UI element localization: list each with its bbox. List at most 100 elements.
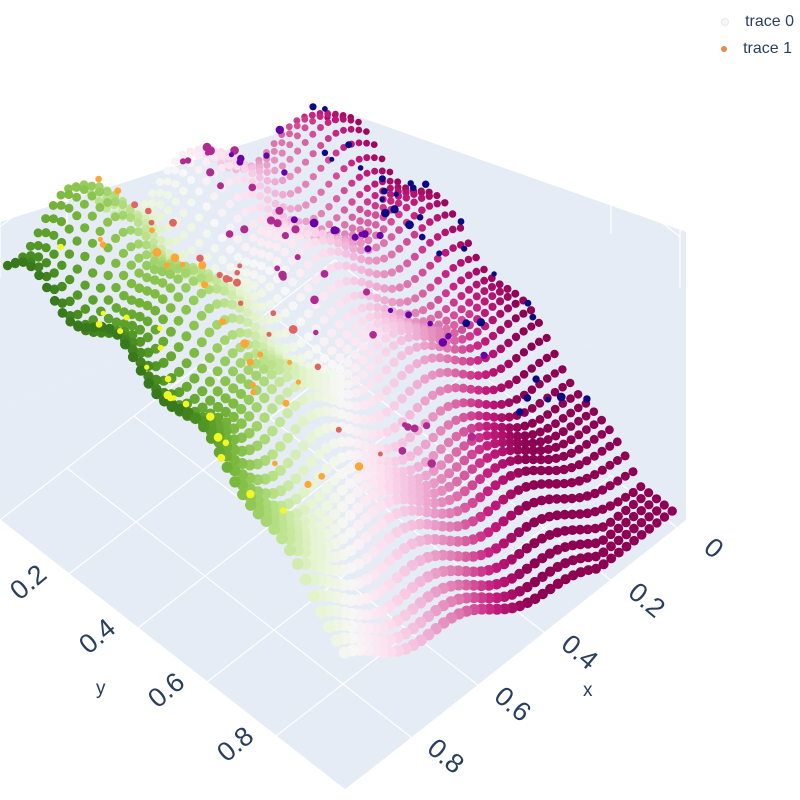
scatter-point[interactable] bbox=[313, 329, 319, 336]
scatter-point[interactable] bbox=[357, 165, 364, 171]
scatter-point[interactable] bbox=[491, 271, 497, 277]
scatter-point[interactable] bbox=[295, 379, 302, 385]
scatter-point[interactable] bbox=[309, 103, 317, 111]
scatter-point[interactable] bbox=[393, 191, 399, 197]
scatter-point[interactable] bbox=[246, 489, 255, 499]
scatter-point[interactable] bbox=[409, 184, 417, 192]
scatter-point[interactable] bbox=[248, 183, 257, 192]
scatter-point[interactable] bbox=[148, 219, 155, 226]
scatter-point[interactable] bbox=[422, 180, 430, 188]
scatter-point[interactable] bbox=[266, 331, 272, 337]
scatter-point[interactable] bbox=[179, 261, 186, 268]
scatter-point[interactable] bbox=[427, 459, 437, 468]
scatter-point[interactable] bbox=[95, 175, 102, 183]
scatter-point[interactable] bbox=[318, 473, 326, 480]
scatter-point[interactable] bbox=[288, 325, 298, 334]
scatter-point[interactable] bbox=[57, 243, 64, 251]
scatter-point[interactable] bbox=[213, 432, 223, 442]
scatter-point[interactable] bbox=[168, 395, 174, 402]
scatter-point[interactable] bbox=[402, 422, 408, 428]
scatter-point[interactable] bbox=[217, 182, 224, 190]
scatter-point[interactable] bbox=[524, 299, 532, 307]
scatter-point[interactable] bbox=[523, 394, 532, 402]
scatter-point[interactable] bbox=[335, 426, 342, 433]
scatter-point[interactable] bbox=[100, 310, 106, 316]
scatter-point[interactable] bbox=[238, 300, 244, 306]
scatter-point[interactable] bbox=[240, 339, 250, 348]
scatter-point[interactable] bbox=[351, 233, 359, 241]
scatter-point[interactable] bbox=[114, 187, 122, 195]
legend-item-trace-1[interactable]: trace 1 bbox=[721, 35, 794, 62]
scatter-point[interactable] bbox=[377, 451, 383, 457]
scatter-point[interactable] bbox=[145, 207, 152, 215]
scatter-point[interactable] bbox=[157, 344, 164, 351]
scatter-point[interactable] bbox=[164, 375, 172, 383]
scatter-point[interactable] bbox=[376, 231, 384, 240]
legend-item-trace-0[interactable]: trace 0 bbox=[721, 8, 794, 35]
scatter-point[interactable] bbox=[304, 480, 312, 488]
scatter-point[interactable] bbox=[246, 358, 254, 366]
scatter-point[interactable] bbox=[462, 319, 471, 328]
scatter-point[interactable] bbox=[222, 439, 230, 447]
scatter-point[interactable] bbox=[274, 265, 281, 272]
scatter-point[interactable] bbox=[202, 142, 212, 152]
scatter-point[interactable] bbox=[228, 152, 234, 158]
scatter-point[interactable] bbox=[131, 201, 139, 209]
scatter-point[interactable] bbox=[476, 318, 486, 327]
scatter-point[interactable] bbox=[290, 216, 298, 224]
scatter-point[interactable] bbox=[123, 314, 130, 321]
scatter-point[interactable] bbox=[182, 400, 190, 408]
scatter-point[interactable] bbox=[225, 230, 234, 238]
scatter-point[interactable] bbox=[279, 507, 287, 514]
scatter-point[interactable] bbox=[354, 462, 364, 471]
scatter-point[interactable] bbox=[345, 141, 353, 149]
scatter-point[interactable] bbox=[222, 275, 231, 283]
scatter-point[interactable] bbox=[516, 408, 524, 416]
scatter-point[interactable] bbox=[322, 106, 328, 112]
scatter-point[interactable] bbox=[310, 295, 319, 305]
scatter-point[interactable] bbox=[416, 214, 424, 221]
scatter-point[interactable] bbox=[436, 250, 443, 257]
scatter-point[interactable] bbox=[206, 168, 215, 177]
scatter-point[interactable] bbox=[257, 351, 264, 358]
scatter-point[interactable] bbox=[236, 158, 244, 166]
scatter-point[interactable] bbox=[217, 453, 226, 462]
scatter-point[interactable] bbox=[427, 320, 433, 327]
scatter-point[interactable] bbox=[583, 395, 591, 403]
scatter-point[interactable] bbox=[532, 375, 540, 383]
scatter-point[interactable] bbox=[282, 399, 290, 407]
scatter-point[interactable] bbox=[398, 447, 407, 455]
scatter-point[interactable] bbox=[423, 422, 431, 430]
scatter-point[interactable] bbox=[266, 216, 276, 225]
scatter-point[interactable] bbox=[270, 310, 277, 317]
scatter-point[interactable] bbox=[273, 219, 282, 228]
scatter-point[interactable] bbox=[445, 332, 452, 340]
scatter-point[interactable] bbox=[184, 157, 192, 164]
scatter-trace[interactable] bbox=[57, 103, 591, 514]
scatter-point[interactable] bbox=[169, 218, 177, 227]
scatter-point[interactable] bbox=[333, 227, 340, 234]
scatter-point[interactable] bbox=[157, 325, 163, 331]
scatter-point[interactable] bbox=[291, 225, 300, 234]
scatter-point[interactable] bbox=[556, 392, 566, 402]
scatter-point[interactable] bbox=[172, 254, 178, 260]
scatter-point[interactable] bbox=[99, 241, 107, 248]
scatter-point[interactable] bbox=[387, 307, 394, 313]
scatter-point[interactable] bbox=[287, 359, 293, 365]
scatter-point[interactable] bbox=[95, 320, 103, 328]
scatter-point[interactable] bbox=[438, 338, 447, 347]
scatter-point[interactable] bbox=[457, 218, 465, 225]
scatter-point[interactable] bbox=[314, 363, 322, 371]
scatter-point[interactable] bbox=[263, 152, 270, 159]
scatter-point[interactable] bbox=[379, 196, 385, 203]
scatter-point[interactable] bbox=[309, 218, 319, 228]
scatter-point[interactable] bbox=[163, 262, 171, 269]
scatter-point[interactable] bbox=[461, 245, 468, 252]
scatter-point[interactable] bbox=[237, 263, 243, 269]
scatter-point[interactable] bbox=[206, 412, 215, 421]
scatter-point[interactable] bbox=[233, 278, 241, 287]
scatter-point[interactable] bbox=[179, 158, 187, 165]
scatter-point[interactable] bbox=[529, 313, 537, 321]
scatter-point[interactable] bbox=[381, 187, 388, 195]
scatter-point[interactable] bbox=[279, 273, 287, 281]
